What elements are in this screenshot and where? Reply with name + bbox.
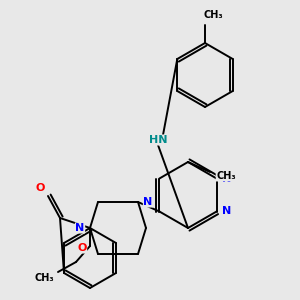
Text: N: N xyxy=(222,206,231,217)
Text: HN: HN xyxy=(149,135,167,145)
Text: O: O xyxy=(35,183,45,193)
Text: CH₃: CH₃ xyxy=(203,10,223,20)
Text: CH₃: CH₃ xyxy=(34,273,54,283)
Text: N: N xyxy=(143,197,153,207)
Text: CH₃: CH₃ xyxy=(216,171,236,181)
Text: N: N xyxy=(222,173,231,184)
Text: O: O xyxy=(77,243,87,253)
Text: N: N xyxy=(75,223,85,233)
